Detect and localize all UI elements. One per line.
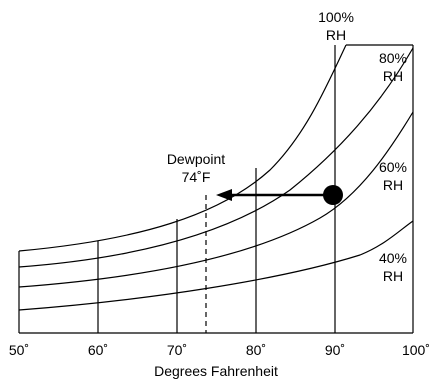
x-tick-90: 90˚ <box>325 342 345 358</box>
rh-40-pct-label: 40% <box>379 250 407 266</box>
x-tick-70: 70˚ <box>167 342 187 358</box>
x-tick-60: 60˚ <box>88 342 108 358</box>
rh-40-rh-label: RH <box>383 268 403 284</box>
rh-curve-100 <box>18 44 347 252</box>
rh-curves <box>18 44 414 311</box>
rh-60-pct-label: 60% <box>379 159 407 175</box>
air-state-point <box>323 185 343 205</box>
rh-80-pct-label: 80% <box>379 50 407 66</box>
rh-100-pct-label: 100% <box>318 9 354 25</box>
rh-100-rh-label: RH <box>326 27 346 43</box>
rh-curve-60 <box>18 111 414 288</box>
dewpoint-value: 74˚F <box>182 169 211 185</box>
x-tick-100: 100˚ <box>402 342 430 358</box>
x-axis-title: Degrees Fahrenheit <box>154 363 278 379</box>
rh-60-rh-label: RH <box>383 177 403 193</box>
rh-80-rh-label: RH <box>383 68 403 84</box>
x-tick-50: 50˚ <box>9 342 29 358</box>
temperature-gridlines <box>18 45 414 334</box>
dewpoint-arrowhead <box>216 189 232 201</box>
rh-curve-80 <box>18 47 414 268</box>
x-tick-80: 80˚ <box>246 342 266 358</box>
rh-curve-40 <box>18 220 414 311</box>
dewpoint-title: Dewpoint <box>167 151 225 167</box>
